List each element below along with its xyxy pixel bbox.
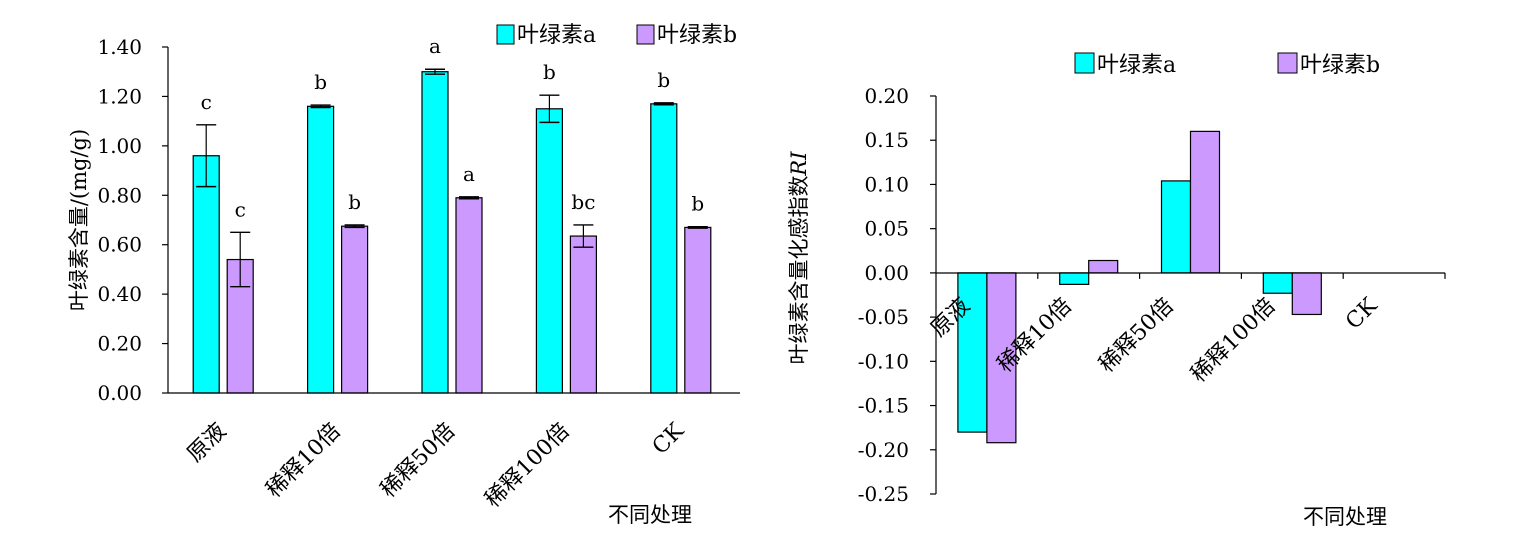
- right-legend-label-b: 叶绿素b: [1300, 53, 1380, 78]
- right-bar: [957, 272, 988, 433]
- right-bar: [1160, 180, 1192, 274]
- left-significance-label: b: [543, 60, 556, 84]
- left-category-label: 稀释10倍: [262, 419, 346, 503]
- right-y-tick-label: -0.05: [858, 305, 909, 329]
- left-significance-label: b: [691, 192, 704, 216]
- right-legend-swatch-a: [1074, 52, 1095, 74]
- right-y-tick-label: -0.25: [858, 482, 909, 506]
- left-legend-label-b: 叶绿素b: [657, 23, 737, 48]
- left-legend-label-a: 叶绿素a: [517, 23, 596, 48]
- left-x-axis-title: 不同处理: [608, 503, 692, 527]
- left-category-label: 稀释50倍: [376, 419, 460, 503]
- left-y-tick-label: 0.60: [97, 233, 142, 257]
- left-bar: [192, 155, 220, 394]
- left-category-label: 稀释100倍: [481, 419, 575, 513]
- right-y-tick-label: 0.10: [864, 172, 909, 196]
- left-bar: [650, 103, 678, 394]
- right-y-axis-title: 叶绿素含量化感指数RI: [787, 151, 811, 365]
- left-significance-label: c: [235, 197, 246, 221]
- right-category-label: 稀释100倍: [1186, 293, 1280, 387]
- left-legend: 叶绿素a 叶绿素b: [496, 23, 737, 48]
- left-bars: [192, 71, 712, 394]
- right-bar: [1088, 259, 1119, 274]
- left-y-tick-label: 1.20: [97, 84, 142, 108]
- left-y-ticks: 0.00 0.20 0.40 0.60 0.80 1.00 1.20 1.40: [97, 35, 168, 405]
- left-y-tick-label: 0.40: [97, 282, 142, 306]
- right-y-tick-label: -0.15: [858, 394, 909, 418]
- chart-right: -0.25 -0.20 -0.15 -0.10 -0.05 0.00 0.05 0.10 0.1…: [787, 52, 1446, 529]
- right-legend-label-a: 叶绿素a: [1097, 53, 1176, 78]
- left-bar: [455, 197, 483, 394]
- chart-left: 0.00 0.20 0.40 0.60 0.80 1.00 1.20 1.40 c c b b a a b…: [67, 23, 740, 527]
- left-bar: [569, 235, 598, 394]
- left-y-tick-label: 0.80: [97, 183, 142, 207]
- left-category-label: 原液: [183, 419, 232, 468]
- right-y-tick-label: 0.05: [864, 217, 909, 241]
- left-error-bars: [196, 68, 708, 288]
- left-significance-labels: c c b b a a b bc b b: [201, 34, 705, 221]
- left-category-label: CK: [648, 418, 690, 460]
- left-bar: [341, 225, 369, 394]
- right-y-axis-title-main: 叶绿素含量化感指数: [787, 176, 811, 365]
- left-legend-swatch-a: [496, 24, 515, 45]
- right-y-ticks: -0.25 -0.20 -0.15 -0.10 -0.05 0.00 0.05 0.10 0.1…: [858, 84, 936, 506]
- right-y-tick-label: 0.15: [864, 128, 909, 152]
- right-bars: [957, 130, 1322, 444]
- left-y-tick-label: 1.40: [97, 35, 142, 59]
- right-y-tick-label: -0.10: [858, 349, 909, 373]
- right-bar: [1189, 130, 1221, 274]
- right-bar: [1291, 272, 1322, 316]
- left-bar: [421, 71, 449, 394]
- right-bar: [1262, 272, 1293, 294]
- left-significance-label: bc: [571, 190, 595, 214]
- right-category-label: 稀释50倍: [1095, 293, 1179, 377]
- left-bar: [307, 105, 335, 394]
- left-significance-label: a: [463, 162, 475, 186]
- right-legend-swatch-b: [1277, 52, 1298, 74]
- right-bar: [1059, 272, 1090, 285]
- left-y-axis-title: 叶绿素含量/(mg/g): [67, 129, 91, 311]
- right-bar: [986, 272, 1017, 444]
- right-y-axis-title-ri: RI: [787, 151, 811, 177]
- left-category-labels: 原液 稀释10倍 稀释50倍 稀释100倍 CK: [183, 418, 690, 512]
- left-y-tick-label: 1.00: [97, 134, 142, 158]
- left-bar: [684, 226, 712, 394]
- right-legend: 叶绿素a 叶绿素b: [1074, 52, 1380, 78]
- left-y-tick-label: 0.20: [97, 332, 142, 356]
- right-y-tick-label: 0.20: [864, 84, 909, 108]
- left-y-tick-label: 0.00: [97, 381, 142, 405]
- left-significance-label: b: [314, 70, 327, 94]
- left-significance-label: c: [201, 90, 212, 114]
- right-y-tick-label: 0.00: [864, 261, 909, 285]
- left-significance-label: a: [429, 34, 441, 58]
- right-category-label: CK: [1341, 293, 1383, 335]
- right-x-axis-title: 不同处理: [1303, 505, 1387, 529]
- left-bar: [535, 108, 564, 394]
- left-significance-label: b: [348, 190, 361, 214]
- right-y-tick-label: -0.20: [858, 438, 909, 462]
- left-significance-label: b: [657, 68, 670, 92]
- left-legend-swatch-b: [636, 24, 655, 45]
